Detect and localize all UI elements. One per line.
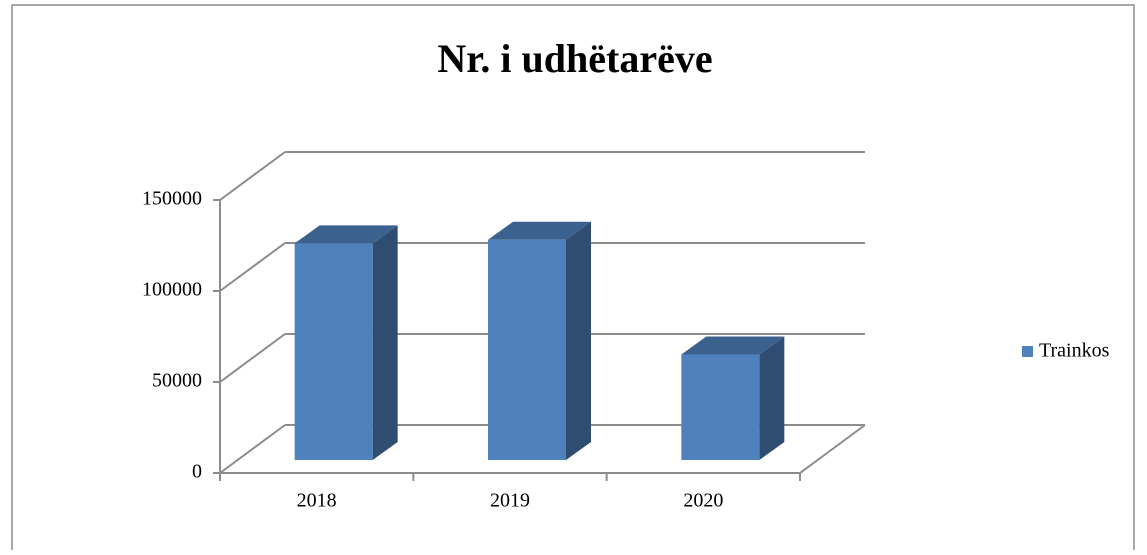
bar-side bbox=[759, 336, 785, 460]
bar-top bbox=[488, 221, 591, 240]
chart-title: Nr. i udhëtarëve bbox=[437, 36, 712, 81]
legend-swatch bbox=[1022, 346, 1033, 357]
bar bbox=[681, 354, 760, 460]
grid-line bbox=[219, 242, 286, 292]
grid-line bbox=[219, 333, 286, 383]
grid-line bbox=[219, 151, 286, 201]
y-tick-label: 0 bbox=[192, 461, 202, 483]
y-tick-label: 100000 bbox=[142, 279, 202, 301]
x-tick-label: 2020 bbox=[683, 490, 723, 512]
bar-side bbox=[372, 225, 398, 460]
bar-side bbox=[566, 221, 591, 460]
legend-label: Trainkos bbox=[1039, 340, 1110, 362]
y-tick-label: 50000 bbox=[152, 370, 202, 392]
bar bbox=[294, 243, 373, 460]
y-tick-label: 150000 bbox=[142, 188, 202, 210]
bar-top bbox=[681, 336, 785, 355]
bar-top bbox=[294, 225, 398, 244]
x-tick-label: 2019 bbox=[490, 490, 530, 512]
x-tick-label: 2018 bbox=[297, 490, 337, 512]
grid-line bbox=[219, 424, 286, 474]
bar bbox=[488, 239, 566, 460]
